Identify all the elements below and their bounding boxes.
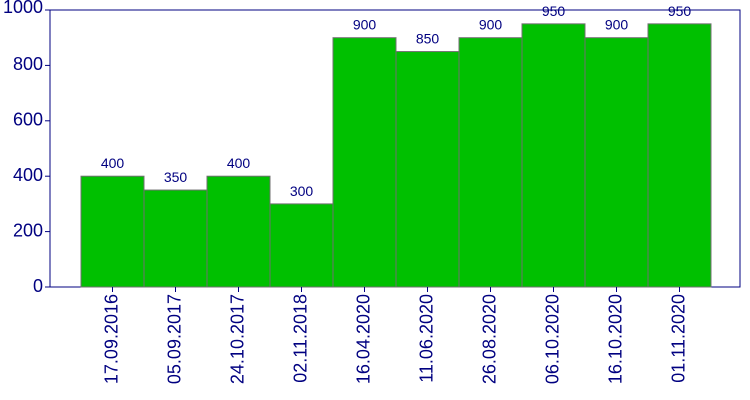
data-label: 900	[353, 17, 377, 33]
x-tick-label: 24.10.2017	[227, 294, 247, 384]
bar	[395, 51, 460, 288]
x-tick-label: 17.09.2016	[101, 294, 121, 384]
data-label: 900	[479, 17, 503, 33]
bar-series: 400 350 400 300 900 850 900 950 900 950	[80, 3, 712, 288]
y-tick-label: 0	[33, 276, 43, 296]
data-label: 400	[227, 155, 251, 171]
bar	[521, 23, 586, 288]
data-label: 900	[605, 17, 629, 33]
data-label: 350	[164, 169, 188, 185]
bar	[80, 175, 145, 288]
data-label: 950	[542, 3, 566, 19]
bar	[269, 203, 334, 288]
bar	[206, 175, 271, 288]
y-tick-label: 800	[13, 54, 43, 74]
data-label: 950	[668, 3, 692, 19]
x-tick-label: 01.11.2020	[668, 294, 688, 383]
x-tick-label: 16.10.2020	[605, 294, 625, 384]
data-label: 850	[416, 31, 440, 47]
bar	[647, 23, 712, 288]
data-label: 400	[101, 155, 125, 171]
y-axis: 0 200 400 600 800 1000	[3, 0, 50, 296]
x-tick-label: 05.09.2017	[164, 294, 184, 384]
data-label: 300	[290, 183, 314, 199]
x-tick-label: 11.06.2020	[416, 294, 436, 383]
y-tick-label: 200	[13, 220, 43, 240]
bar	[143, 189, 208, 288]
x-tick-label: 06.10.2020	[542, 294, 562, 384]
bar	[332, 37, 397, 288]
bar	[584, 37, 649, 288]
y-tick-label: 1000	[3, 0, 43, 17]
x-tick-label: 16.04.2020	[353, 294, 373, 384]
x-tick-label: 26.08.2020	[479, 294, 499, 384]
y-tick-label: 400	[13, 165, 43, 185]
y-tick-label: 600	[13, 110, 43, 130]
x-tick-label: 02.11.2018	[290, 294, 310, 383]
x-axis: 17.09.2016 05.09.2017 24.10.2017 02.11.2018…	[101, 287, 688, 384]
bar	[458, 37, 523, 288]
